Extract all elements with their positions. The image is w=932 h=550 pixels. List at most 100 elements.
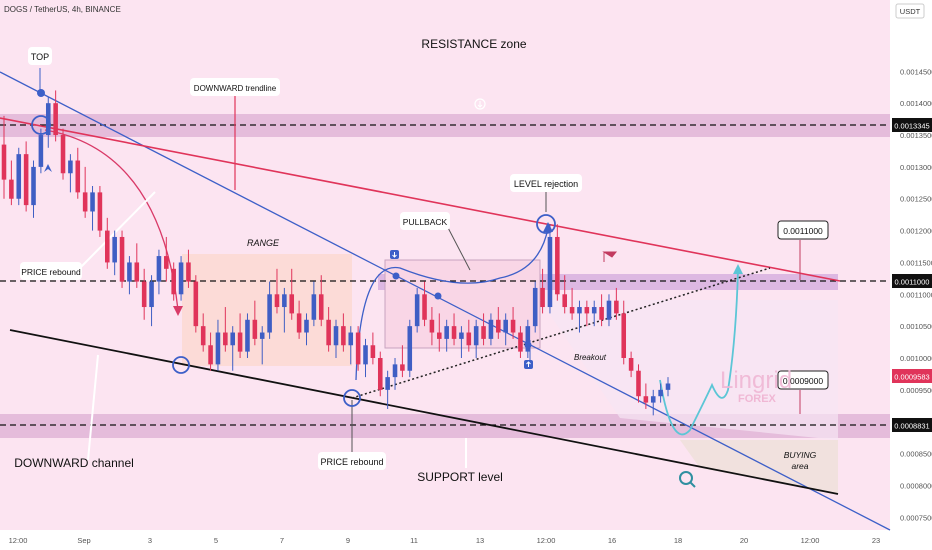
projected-arrowhead (733, 264, 743, 274)
time-axis[interactable]: 12:00 Sep 3 5 7 9 11 13 12:00 16 18 20 12:00 23 (9, 536, 881, 545)
candle (562, 275, 567, 314)
price-rebound-bottom-box (318, 452, 386, 470)
candle (23, 141, 29, 212)
candle-body (289, 294, 295, 314)
price-tag-current-text: 0.0009583 (894, 373, 929, 382)
candle-body (650, 396, 656, 403)
candle-body (164, 256, 169, 269)
price-tick-label: 0.0014000 (900, 99, 932, 108)
candle-body (363, 345, 368, 365)
candle-body (422, 294, 427, 320)
candle (252, 300, 258, 346)
target-upper-label: 0.0011000 (783, 226, 823, 236)
price-rebound-top-box (20, 262, 82, 280)
pullback-pointer (444, 221, 471, 271)
candle (149, 275, 154, 327)
top-label-box (28, 47, 52, 65)
red-downward-trendline (0, 117, 841, 282)
price-rebound-top-pointer (77, 191, 156, 271)
touch-dot (37, 89, 45, 97)
candle (363, 338, 368, 378)
candle (392, 358, 398, 390)
candle-body (370, 345, 376, 358)
candle-body (68, 160, 73, 174)
price-tick-label: 0.0009500 (900, 386, 932, 395)
price-rebound-top-label: PRICE rebound (21, 267, 81, 277)
candle (377, 351, 383, 397)
price-tick-label: 0.0011000 (900, 290, 932, 299)
candle-body (532, 287, 538, 327)
candle (16, 147, 22, 206)
watermark-logo: Lingrid (720, 367, 792, 394)
candle (208, 332, 213, 371)
candle-body (178, 262, 184, 295)
candle (577, 300, 582, 333)
time-tick-label: Sep (77, 536, 90, 545)
candle-body (200, 326, 206, 346)
candle (584, 300, 590, 327)
candle-body (97, 192, 103, 231)
candle (311, 281, 317, 327)
time-tick-label: 12:00 (9, 536, 28, 545)
candle-body (274, 294, 280, 308)
candle-body (245, 319, 250, 352)
time-tick-label: 20 (740, 536, 748, 545)
touch-dot (434, 292, 442, 300)
candle-body (259, 332, 265, 339)
time-tick-label: 13 (476, 536, 484, 545)
range-label: RANGE (247, 238, 280, 248)
time-tick-label: 3 (148, 536, 152, 545)
candle (304, 313, 309, 346)
candle (643, 383, 649, 409)
candle (341, 313, 346, 352)
flag-icon (602, 251, 618, 262)
candle (355, 326, 361, 371)
candle (414, 287, 420, 333)
candle-body (156, 256, 162, 282)
pullback-arrowhead (543, 222, 553, 232)
candle (289, 268, 295, 320)
candle-body (282, 294, 287, 308)
candle (31, 160, 36, 218)
candle-body (304, 319, 309, 333)
candle-body (496, 319, 501, 333)
candle (245, 313, 250, 358)
pullback-label: PULLBACK (403, 217, 448, 227)
candle-body (606, 300, 612, 320)
candle-body (473, 326, 479, 346)
candle (621, 300, 627, 365)
candle-body (591, 307, 597, 314)
candle-body (400, 364, 405, 371)
price-tick-label: 0.0012500 (900, 195, 932, 204)
candle-body (252, 319, 258, 339)
candle-body (451, 326, 457, 339)
candle-body (407, 326, 413, 371)
price-tick-label: 0.0007500 (900, 513, 932, 522)
buying-area-label-line2: area (791, 461, 808, 471)
candle-body (665, 383, 671, 390)
channel-label-pointer (87, 354, 99, 461)
price-tick-label: 0.0014500 (900, 67, 932, 76)
price-tag-level (892, 274, 932, 288)
price-tag-support (892, 418, 932, 432)
price-rebound-bottom-label: PRICE rebound (320, 457, 383, 467)
downward-channel-label: DOWNWARD channel (14, 456, 134, 470)
currency-box[interactable] (895, 3, 925, 19)
breakout-label: Breakout (574, 353, 607, 362)
candle-body (193, 281, 199, 327)
level-rejection-box (510, 174, 582, 192)
price-axis[interactable]: 0.0014500 0.0014000 0.0013500 0.0013000 0.00… (900, 67, 932, 522)
candle-body (223, 332, 228, 346)
candle (127, 256, 132, 295)
candle (1, 115, 7, 199)
candle (267, 281, 272, 339)
candle (496, 307, 501, 339)
price-tag-resistance (892, 118, 932, 132)
candle-body (377, 358, 383, 390)
candle (105, 217, 110, 269)
candle-body (355, 332, 361, 365)
time-tick-label: 11 (410, 536, 418, 545)
price-tick-label: 0.0008000 (900, 481, 932, 490)
candle-body (53, 103, 58, 136)
